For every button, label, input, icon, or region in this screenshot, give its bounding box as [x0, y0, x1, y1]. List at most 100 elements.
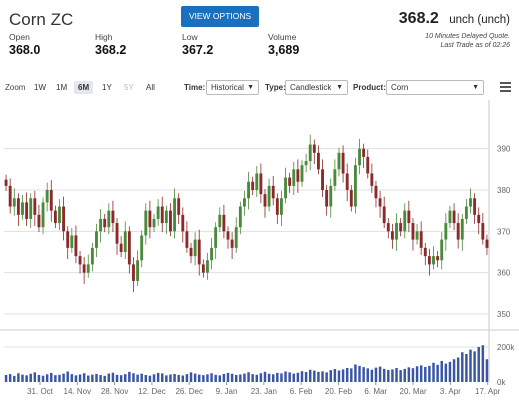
volume-bar — [62, 373, 65, 382]
time-select[interactable]: Historical ▼ — [206, 80, 259, 95]
candle-body — [8, 185, 12, 207]
volume-bar — [148, 375, 152, 382]
candle-body — [127, 231, 131, 265]
candle-body — [485, 239, 489, 248]
candle-body — [432, 256, 435, 265]
candle-body — [427, 256, 431, 265]
volume-bar — [177, 375, 180, 382]
candle-body — [296, 169, 300, 182]
volume-bar — [481, 345, 485, 382]
volume-bar — [91, 374, 94, 382]
stat-label: Open — [9, 32, 30, 42]
candle-body — [407, 210, 411, 224]
candle-body — [337, 152, 341, 170]
chart-toolbar: Zoom 1W 1M 6M 1Y 5Y All Time: Historical… — [0, 80, 519, 96]
stat-volume: Volume 3,689 — [268, 32, 299, 57]
candle-body — [193, 239, 197, 257]
volume-bar — [222, 373, 226, 382]
candle-body — [386, 223, 390, 232]
view-options-button[interactable]: VIEW OPTIONS — [181, 6, 259, 27]
candle-body — [103, 218, 107, 228]
volume-bar — [58, 374, 61, 382]
chevron-down-icon: ▼ — [247, 84, 254, 91]
product-label: Product: — [353, 83, 386, 92]
candle-body — [395, 223, 398, 240]
candle-body — [288, 177, 292, 186]
time-label: Time: — [184, 83, 206, 92]
volume-bar — [477, 347, 480, 382]
volume-bar — [333, 369, 337, 382]
stat-value: 368.0 — [9, 43, 41, 57]
zoom-label: Zoom — [5, 83, 26, 92]
candle-body — [222, 214, 226, 232]
candle-body — [308, 144, 312, 162]
volume-bar — [419, 365, 423, 382]
candle-body — [132, 264, 135, 281]
candle-body — [169, 210, 172, 232]
candle-body — [95, 231, 98, 248]
candle-body — [358, 148, 361, 166]
candle-body — [78, 256, 82, 265]
price-chart[interactable]: 350 360 370 380 390 200k 0k 31. Oct 14. Nov 28. N… — [0, 100, 519, 404]
volume-bar — [247, 372, 250, 382]
volume-bar — [424, 366, 427, 382]
volume-bar — [156, 372, 160, 382]
volume-bar — [276, 372, 279, 382]
x-tick-label: 14. Nov — [64, 387, 92, 396]
candle-body — [259, 173, 263, 195]
volume-bar — [255, 374, 259, 382]
volume-bar — [350, 368, 353, 382]
volume-bar — [428, 365, 431, 382]
x-tick-label: 9. Jan — [216, 387, 238, 396]
candlestick-series — [4, 134, 489, 293]
zoom-1m-button[interactable]: 1M — [56, 83, 68, 92]
hamburger-menu-icon[interactable] — [500, 82, 511, 92]
volume-bar — [185, 374, 189, 382]
candle-body — [123, 231, 127, 252]
volume-bar — [317, 371, 320, 382]
volume-bar — [21, 374, 24, 382]
zoom-all-button[interactable]: All — [146, 83, 155, 92]
candle-body — [177, 198, 181, 215]
candle-body — [49, 190, 53, 211]
zoom-1y-button[interactable]: 1Y — [102, 83, 112, 92]
volume-bar — [345, 368, 349, 382]
candle-body — [411, 223, 415, 240]
volume-bar — [308, 369, 312, 382]
volume-bar — [173, 373, 176, 382]
candle-body — [4, 179, 8, 186]
candle-body — [423, 247, 427, 257]
zoom-5y-button: 5Y — [124, 83, 134, 92]
candle-body — [45, 190, 49, 203]
candle-body — [271, 185, 275, 199]
volume-bar — [37, 375, 41, 382]
candle-body — [419, 231, 423, 248]
volume-bar — [41, 375, 45, 382]
candle-body — [41, 202, 45, 228]
candle-body — [263, 194, 267, 207]
zoom-6m-button[interactable]: 6M — [74, 81, 94, 94]
candle-body — [436, 256, 440, 261]
volume-bar — [4, 375, 8, 382]
product-select[interactable]: Corn ▼ — [386, 80, 484, 95]
volume-bar — [99, 375, 102, 382]
volume-bar — [288, 372, 291, 382]
volume-bar — [329, 370, 332, 382]
candle-body — [218, 214, 222, 228]
candle-body — [403, 210, 407, 232]
volume-bar — [395, 368, 398, 382]
candle-body — [333, 169, 337, 186]
candle-body — [243, 198, 246, 207]
type-select[interactable]: Candlestick ▼ — [285, 80, 348, 95]
candle-body — [292, 169, 296, 186]
candle-body — [21, 202, 24, 215]
candle-body — [341, 152, 345, 174]
candle-body — [58, 206, 61, 224]
volume-bar — [432, 362, 435, 382]
candle-body — [353, 165, 357, 207]
volume-bar — [169, 374, 172, 382]
zoom-1w-button[interactable]: 1W — [34, 83, 46, 92]
stat-value: 368.2 — [95, 43, 127, 57]
volume-bar — [132, 373, 135, 382]
volume-bar — [251, 374, 254, 382]
